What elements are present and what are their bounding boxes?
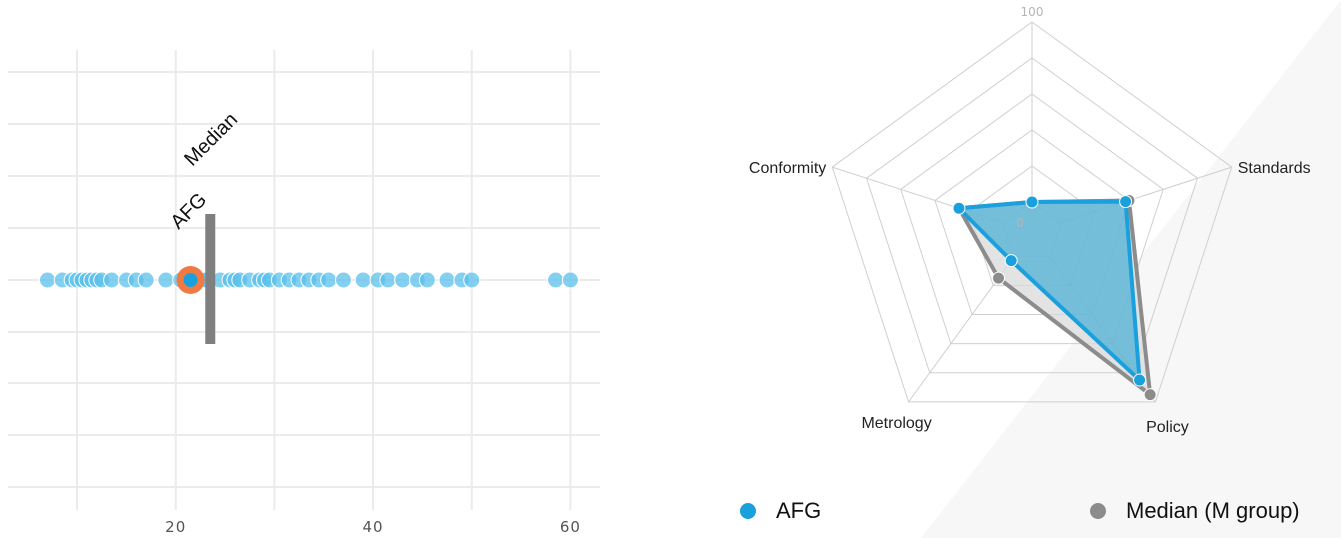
afg-point	[1025, 195, 1039, 209]
radar-chart: 0 100Accreditation Standards Policy Metrolog…	[660, 0, 1341, 538]
strip-chart: 20 40 60 AFG Median	[0, 0, 620, 538]
legend-label-afg: AFG	[776, 498, 822, 523]
legend-item-afg: AFG	[740, 498, 821, 524]
radar-axis-label: Conformity	[749, 160, 826, 177]
data-point	[103, 271, 121, 289]
afg-point	[1119, 195, 1133, 209]
afg-annotation: AFG	[167, 189, 212, 234]
data-point	[463, 271, 481, 289]
radar-legend: AFG Median (M group)	[660, 498, 1341, 538]
data-point	[394, 271, 412, 289]
legend-dot-median	[1090, 503, 1106, 519]
data-point	[547, 271, 565, 289]
strip-chart-svg: 20 40 60 AFG Median	[8, 50, 600, 536]
data-point	[38, 271, 56, 289]
radar-range-min-label: 0	[1016, 216, 1024, 230]
afg-point	[952, 201, 966, 215]
data-point	[418, 271, 436, 289]
data-point	[438, 271, 456, 289]
radar-grid-ring	[831, 21, 1233, 403]
radar-range-max-label: 100	[1021, 5, 1044, 19]
median-bar	[205, 214, 216, 344]
radar-grid-ring	[865, 57, 1199, 374]
median-annotation: Median	[180, 109, 242, 171]
data-point	[137, 271, 155, 289]
radar-axis-label: Policy	[1146, 419, 1189, 436]
radar-axis-label: Accreditation	[986, 0, 1079, 4]
x-tick-label: 20	[165, 518, 186, 536]
legend-dot-afg	[740, 503, 756, 519]
radar-grid-ring	[900, 93, 1164, 345]
afg-highlight-point	[183, 273, 198, 287]
data-point	[561, 271, 579, 289]
afg-point	[1133, 373, 1147, 387]
data-point	[334, 271, 352, 289]
radar-grid-ring	[934, 129, 1130, 316]
radar-axis-label: Standards	[1238, 160, 1311, 177]
data-point	[379, 271, 397, 289]
data-point	[320, 271, 338, 289]
x-tick-label: 60	[560, 518, 581, 536]
data-point	[354, 271, 372, 289]
afg-point	[1004, 254, 1018, 268]
data-point	[157, 271, 175, 289]
median-point	[991, 271, 1005, 285]
x-tick-label: 40	[363, 518, 384, 536]
afg-area	[956, 199, 1142, 383]
radar-chart-svg: 0 100Accreditation Standards Policy Metrolog…	[749, 0, 1311, 436]
radar-axis-label: Metrology	[861, 415, 931, 432]
legend-label-median: Median (M group)	[1126, 498, 1300, 523]
legend-item-median: Median (M group)	[1090, 498, 1300, 524]
median-point	[1143, 388, 1157, 402]
